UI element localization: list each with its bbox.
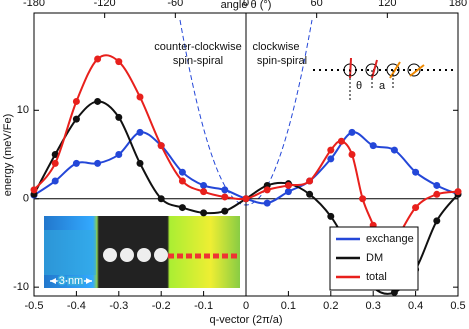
x2-axis-label: angle θ (°) bbox=[221, 0, 272, 11]
x-tick-label: -0.3 bbox=[109, 300, 128, 312]
data-point bbox=[412, 204, 420, 212]
x2-tick-label: -60 bbox=[167, 0, 183, 9]
data-point bbox=[178, 204, 186, 212]
data-point bbox=[263, 186, 271, 194]
data-point bbox=[433, 217, 441, 225]
y-tick-label: 0 bbox=[23, 193, 29, 205]
data-point bbox=[433, 190, 441, 198]
x-axis-label: q-vector (2π/a) bbox=[210, 314, 283, 326]
x2-tick-label: 120 bbox=[378, 0, 396, 9]
spin-illustration bbox=[313, 57, 455, 100]
data-point bbox=[51, 151, 59, 158]
data-point bbox=[178, 177, 186, 185]
data-point bbox=[433, 181, 441, 189]
data-point bbox=[306, 177, 314, 185]
x-tick-label: 0.4 bbox=[408, 300, 423, 312]
y-tick-label: 10 bbox=[17, 104, 29, 116]
data-point bbox=[454, 188, 462, 196]
data-point bbox=[242, 195, 250, 203]
x-tick-label: 0.3 bbox=[366, 300, 381, 312]
data-point bbox=[221, 207, 229, 215]
legend-label: DM bbox=[366, 252, 383, 264]
data-point bbox=[115, 113, 123, 121]
data-point bbox=[136, 128, 144, 136]
data-point bbox=[263, 199, 271, 207]
x-tick-label: 0.2 bbox=[323, 300, 338, 312]
x-tick-label: -0.4 bbox=[67, 300, 86, 312]
x-tick-label: -0.2 bbox=[152, 300, 171, 312]
x2-tick-label: -180 bbox=[23, 0, 45, 9]
x-tick-label: 0.5 bbox=[450, 300, 465, 312]
data-point bbox=[369, 142, 377, 150]
x-tick-label: 0 bbox=[243, 300, 249, 312]
data-point bbox=[306, 190, 314, 198]
x-tick-label: -0.1 bbox=[194, 300, 213, 312]
data-point bbox=[72, 159, 80, 167]
data-point bbox=[327, 155, 335, 163]
annotation: a bbox=[379, 80, 386, 92]
x2-tick-label: 0 bbox=[243, 0, 249, 9]
x2-tick-label: -120 bbox=[94, 0, 116, 9]
data-point bbox=[327, 146, 335, 154]
data-point bbox=[200, 181, 208, 189]
data-point bbox=[178, 168, 186, 176]
annotation: 3 nm bbox=[59, 275, 83, 287]
data-point bbox=[72, 115, 80, 123]
annotation: spin-spiral bbox=[173, 55, 223, 67]
data-point bbox=[200, 188, 208, 196]
data-point bbox=[51, 159, 59, 167]
annotation: counter-clockwise bbox=[154, 41, 241, 53]
data-point bbox=[30, 186, 38, 194]
data-point bbox=[51, 177, 59, 185]
x2-tick-label: 180 bbox=[449, 0, 467, 9]
data-point bbox=[284, 188, 292, 196]
data-point bbox=[115, 58, 123, 66]
data-point bbox=[72, 97, 80, 105]
annotation: θ bbox=[356, 80, 362, 92]
data-point bbox=[337, 137, 345, 145]
data-point bbox=[348, 151, 356, 158]
data-point bbox=[284, 181, 292, 189]
data-point bbox=[157, 142, 165, 150]
data-point bbox=[115, 151, 123, 158]
legend-label: exchange bbox=[366, 233, 414, 245]
data-point bbox=[200, 209, 208, 217]
data-point bbox=[390, 146, 398, 154]
annotation: clockwise bbox=[252, 41, 299, 53]
data-point bbox=[94, 97, 102, 105]
data-point bbox=[94, 55, 102, 63]
data-point bbox=[327, 212, 335, 220]
data-point bbox=[157, 195, 165, 203]
legend-label: total bbox=[366, 271, 387, 283]
inset-image bbox=[44, 216, 240, 288]
y-tick-label: -10 bbox=[13, 281, 29, 293]
data-point bbox=[94, 159, 102, 167]
data-point bbox=[221, 193, 229, 201]
x-tick-label: -0.5 bbox=[25, 300, 44, 312]
y-axis-label: energy (meV/Fe) bbox=[2, 114, 14, 197]
data-point bbox=[390, 288, 398, 296]
data-point bbox=[136, 93, 144, 101]
x2-tick-label: 60 bbox=[311, 0, 323, 9]
data-point bbox=[359, 195, 367, 203]
annotation: spin-spiral bbox=[257, 55, 307, 67]
data-point bbox=[348, 128, 356, 136]
data-point bbox=[221, 186, 229, 194]
x-tick-label: 0.1 bbox=[281, 300, 296, 312]
data-point bbox=[136, 159, 144, 167]
data-point bbox=[412, 168, 420, 176]
